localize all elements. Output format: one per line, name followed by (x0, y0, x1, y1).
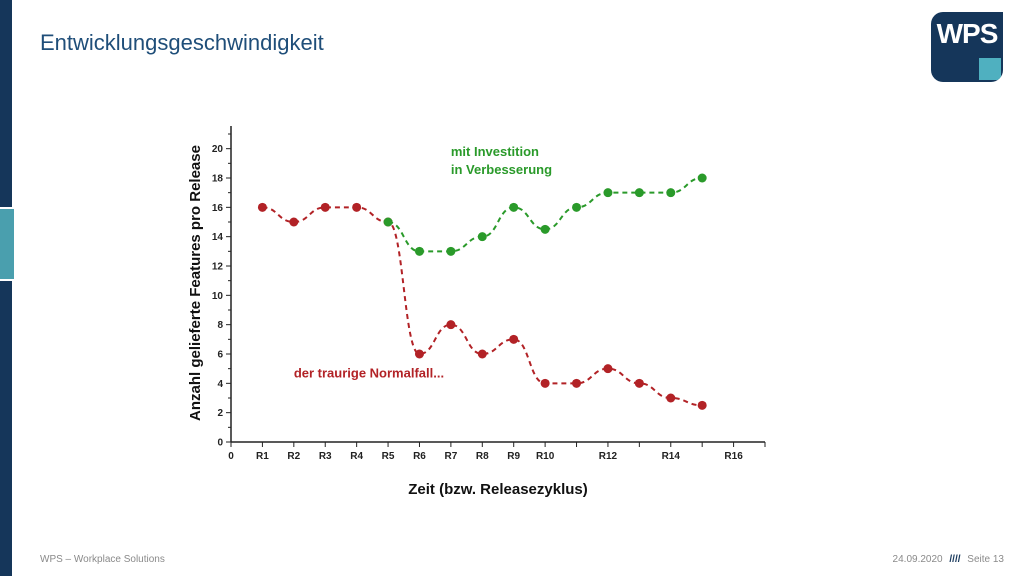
data-point-series-1 (603, 364, 613, 374)
x-tick-label: R7 (444, 451, 457, 462)
x-tick-label: R3 (319, 451, 332, 462)
features-chart: 0 2 4 6 8 10 12 14 16 18 20 0 R1 R2 R3 R4 R5 R6 R7 R8 R9 R10 R… (187, 126, 766, 498)
y-tick-label: 16 (212, 203, 224, 214)
data-point-series-1 (446, 320, 456, 330)
data-point-series-2 (509, 202, 519, 212)
y-tick-label: 10 (212, 291, 224, 302)
data-point-series-2 (446, 246, 456, 256)
y-tick-label: 12 (212, 262, 224, 273)
annotation-line: mit Investition (451, 144, 539, 159)
x-tick-label: R8 (476, 451, 489, 462)
y-tick-label: 4 (217, 379, 223, 390)
footer-company: WPS – Workplace Solutions (40, 554, 165, 565)
data-point-series-2 (383, 217, 393, 227)
x-tick-label: R10 (536, 451, 555, 462)
data-point-series-2 (666, 188, 676, 198)
x-tick-label: R6 (413, 451, 426, 462)
x-axis-label: Zeit (bzw. Releasezyklus) (408, 481, 588, 498)
x-tick-label: R12 (599, 451, 618, 462)
data-point-series-1 (634, 378, 644, 388)
x-tick-label: R2 (287, 451, 300, 462)
data-point-series-2 (414, 246, 424, 256)
annotation-line: der traurige Normalfall... (294, 365, 444, 380)
footer-separator: //// (949, 554, 961, 565)
left-bar (0, 0, 12, 576)
y-tick-label: 8 (217, 320, 223, 331)
data-point-series-1 (540, 378, 550, 388)
x-tick-label: R1 (256, 451, 269, 462)
data-point-series-1 (352, 202, 362, 212)
logo-square (979, 58, 1001, 80)
data-point-series-1 (572, 378, 582, 388)
data-point-series-2 (477, 232, 487, 242)
data-point-series-1 (257, 202, 267, 212)
data-point-series-1 (509, 334, 519, 344)
data-point-series-1 (289, 217, 299, 227)
x-tick-label: R9 (507, 451, 520, 462)
data-point-series-2 (603, 188, 613, 198)
logo-text: WPS (936, 18, 999, 49)
x-tick-label: R4 (350, 451, 363, 462)
chart-annotation-1: mit Investition in Verbesserung (451, 144, 552, 177)
series-line-2 (387, 177, 703, 253)
y-axis-label: Anzahl gelieferte Features pro Release (187, 145, 204, 421)
annotation-line: in Verbesserung (451, 162, 552, 177)
x-tick-label: R14 (662, 451, 681, 462)
data-point-series-2 (634, 188, 644, 198)
x-tick-label: R16 (724, 451, 743, 462)
footer-page-number: Seite 13 (967, 554, 1004, 565)
data-point-series-2 (540, 224, 550, 234)
data-point-series-1 (414, 349, 424, 359)
left-accent-block (0, 207, 14, 281)
data-point-series-2 (697, 173, 707, 183)
footer-date: 24.09.2020 (892, 554, 943, 565)
footer-meta: 24.09.2020 //// Seite 13 (893, 554, 1004, 565)
y-tick-label: 18 (212, 174, 224, 185)
data-point-series-1 (477, 349, 487, 359)
y-tick-label: 14 (212, 232, 224, 243)
y-tick-label: 2 (217, 408, 223, 419)
y-tick-label: 6 (217, 350, 223, 361)
y-tick-label: 0 (217, 438, 223, 449)
data-point-series-1 (666, 393, 676, 403)
data-point-series-1 (320, 202, 330, 212)
data-point-series-2 (572, 202, 582, 212)
data-point-series-1 (697, 400, 707, 410)
y-tick-label: 20 (212, 144, 224, 155)
slide-title: Entwicklungsgeschwindigkeit (40, 30, 324, 55)
x-tick-label: 0 (228, 451, 234, 462)
chart-annotation-2: der traurige Normalfall... (294, 365, 444, 380)
wps-logo: WPS (931, 12, 1003, 82)
series-line-1 (262, 206, 703, 407)
x-tick-label: R5 (382, 451, 395, 462)
